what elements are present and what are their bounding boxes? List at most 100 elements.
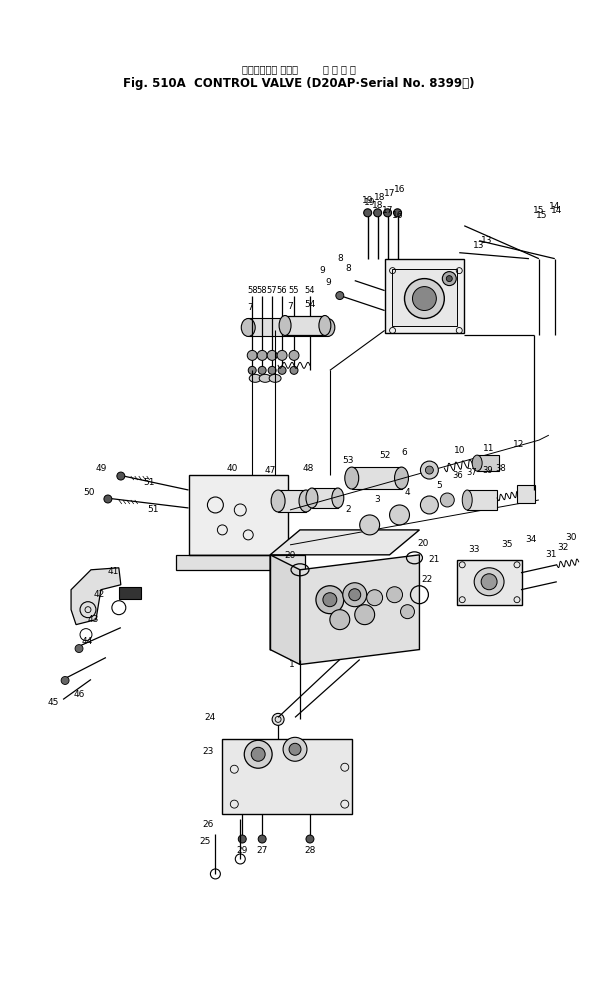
Circle shape [367, 589, 383, 605]
Text: 52: 52 [379, 451, 390, 460]
Text: 40: 40 [227, 464, 238, 473]
Text: 55: 55 [289, 286, 299, 295]
Circle shape [75, 645, 83, 653]
Text: 43: 43 [87, 615, 99, 624]
Circle shape [267, 350, 277, 360]
Circle shape [440, 493, 454, 507]
Circle shape [393, 209, 401, 217]
Circle shape [323, 592, 337, 606]
Bar [176, 555, 305, 570]
Text: 13: 13 [474, 241, 485, 250]
Bar [352, 467, 401, 489]
Text: 56: 56 [277, 286, 288, 295]
Circle shape [277, 350, 287, 360]
Circle shape [355, 604, 374, 625]
Text: 58: 58 [257, 286, 267, 295]
Ellipse shape [319, 315, 331, 335]
Circle shape [251, 748, 265, 762]
Text: 16: 16 [393, 185, 405, 195]
Text: 44: 44 [81, 637, 93, 646]
Text: 19: 19 [364, 199, 376, 208]
Text: 16: 16 [392, 212, 403, 221]
Text: 9: 9 [325, 278, 331, 287]
Text: 23: 23 [203, 747, 214, 756]
Circle shape [383, 209, 392, 217]
Bar [312, 488, 338, 508]
Ellipse shape [269, 375, 281, 383]
Text: 29: 29 [237, 847, 248, 855]
Bar [119, 586, 141, 598]
Text: 51: 51 [143, 478, 154, 487]
Circle shape [420, 496, 438, 514]
Circle shape [420, 461, 438, 479]
Text: 33: 33 [468, 545, 480, 555]
Text: 14: 14 [549, 203, 560, 212]
Text: 41: 41 [107, 568, 118, 577]
Text: 21: 21 [429, 555, 440, 565]
Text: 30: 30 [565, 533, 576, 542]
Bar [285, 315, 325, 335]
Text: 15: 15 [533, 207, 545, 216]
Text: 18: 18 [374, 193, 385, 203]
Circle shape [374, 209, 382, 217]
Ellipse shape [474, 568, 504, 595]
Text: 28: 28 [304, 847, 316, 855]
Text: 26: 26 [203, 820, 214, 829]
Text: 42: 42 [93, 590, 105, 599]
Text: 17: 17 [382, 207, 393, 216]
Text: 5: 5 [437, 481, 442, 490]
Circle shape [61, 676, 69, 684]
Circle shape [289, 350, 299, 360]
Ellipse shape [332, 488, 344, 508]
Text: 47: 47 [264, 466, 276, 475]
Text: 7: 7 [248, 303, 253, 312]
Circle shape [104, 495, 112, 503]
Circle shape [330, 609, 350, 630]
Circle shape [258, 366, 266, 375]
Text: 38: 38 [496, 464, 507, 473]
Ellipse shape [279, 315, 291, 335]
Circle shape [283, 738, 307, 762]
Circle shape [306, 835, 314, 843]
Bar [278, 490, 306, 512]
Text: 13: 13 [481, 236, 493, 245]
Text: 31: 31 [545, 550, 557, 560]
Polygon shape [71, 568, 121, 625]
Text: 11: 11 [483, 444, 495, 453]
Circle shape [389, 505, 410, 525]
Bar [188, 475, 288, 555]
Circle shape [349, 588, 361, 600]
Text: 34: 34 [525, 535, 536, 544]
Text: 58: 58 [247, 286, 258, 295]
Text: 1: 1 [289, 660, 295, 669]
Circle shape [443, 272, 456, 286]
Text: 15: 15 [536, 212, 548, 221]
Circle shape [446, 276, 452, 282]
Text: 25: 25 [200, 837, 211, 846]
Circle shape [248, 366, 256, 375]
Text: 20: 20 [285, 551, 296, 561]
Bar [248, 318, 328, 336]
Circle shape [336, 292, 344, 300]
Text: 9: 9 [319, 266, 325, 275]
Circle shape [278, 366, 286, 375]
Polygon shape [270, 555, 300, 665]
Text: 18: 18 [372, 202, 383, 211]
Circle shape [247, 350, 257, 360]
Text: 14: 14 [551, 207, 563, 216]
Text: 2: 2 [345, 505, 350, 514]
Bar [385, 259, 464, 333]
Circle shape [413, 287, 437, 311]
Text: 19: 19 [362, 197, 373, 206]
Circle shape [404, 279, 444, 318]
Circle shape [364, 209, 372, 217]
Text: 50: 50 [83, 488, 94, 496]
Circle shape [290, 366, 298, 375]
Ellipse shape [472, 455, 482, 471]
Ellipse shape [249, 375, 261, 383]
Bar [392, 269, 457, 326]
Ellipse shape [345, 467, 359, 489]
Polygon shape [270, 530, 419, 555]
Ellipse shape [481, 574, 497, 589]
Bar [222, 740, 352, 814]
